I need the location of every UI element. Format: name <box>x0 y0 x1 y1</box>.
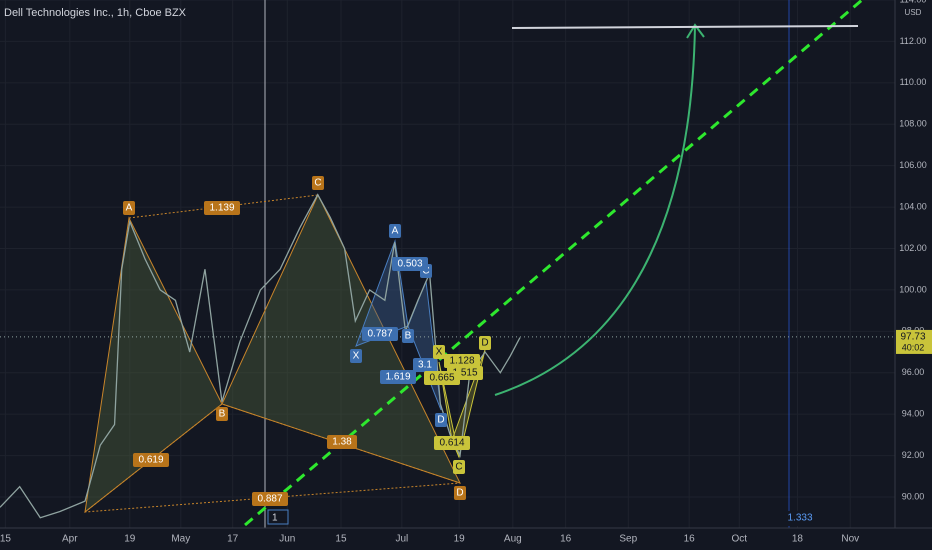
annotation-label: C <box>455 462 462 473</box>
x-tick-label: 16 <box>560 534 572 545</box>
annotation-box <box>434 436 470 450</box>
projection-curve <box>494 24 696 396</box>
projection-arrow <box>686 23 705 39</box>
x-tick-label: 19 <box>454 534 466 545</box>
annotation-box <box>312 176 324 190</box>
y-tick-label: 112.00 <box>900 36 927 46</box>
grid <box>0 0 895 528</box>
marker-label: 1 <box>272 513 278 524</box>
annotation-box <box>123 201 135 215</box>
annotation-box <box>413 358 437 372</box>
annotation-box <box>389 224 401 238</box>
annotation-label: A <box>392 226 399 237</box>
x-tick-label: Apr <box>62 534 78 545</box>
annotation-label: X <box>436 347 443 358</box>
x-tick-label: Sep <box>619 534 637 545</box>
annotation-label: D <box>481 338 488 349</box>
annotation-box <box>444 354 480 368</box>
y-tick-label: 104.00 <box>899 201 927 211</box>
annotation-box <box>453 460 465 474</box>
annotation-box <box>479 336 491 350</box>
chart-title: Dell Technologies Inc., 1h, Cboe BZX <box>4 7 187 19</box>
annotation-label: D <box>456 488 463 499</box>
annotation-label: 1.619 <box>385 372 410 383</box>
annotation-box <box>133 453 169 467</box>
annotation-box <box>216 407 228 421</box>
annotation-label: 1.515 <box>452 368 477 379</box>
target-line <box>511 25 859 29</box>
annotation-label: 0.503 <box>397 259 422 270</box>
x-tick-label: Oct <box>731 534 747 545</box>
price-line <box>0 193 521 519</box>
last-price-box <box>896 329 932 354</box>
annotation-label: B <box>405 331 412 342</box>
y-tick-label: 106.00 <box>899 160 927 170</box>
annotations: A C B D 1.139 0.619 1.38 0.887 A C X B D 0.503 0.787 1.… <box>123 176 491 506</box>
annotation-box <box>402 329 414 343</box>
annotation-box <box>380 370 416 384</box>
annotation-label: A <box>126 203 133 214</box>
y-tick-label: 96.00 <box>902 367 925 377</box>
annotation-label: 0.619 <box>138 455 163 466</box>
annotation-box <box>327 435 357 449</box>
y-tick-label: 102.00 <box>899 243 927 253</box>
annotation-label: 0.887 <box>257 494 282 505</box>
annotation-box <box>433 345 445 359</box>
annotation-label: B <box>219 409 226 420</box>
y-tick-label: 100.00 <box>899 284 927 294</box>
annotation-box <box>252 492 288 506</box>
annotation-label: 1.128 <box>449 356 474 367</box>
x-tick-label: 17 <box>227 534 239 545</box>
y-tick-label: 108.00 <box>899 119 927 129</box>
annotation-label: D <box>437 415 444 426</box>
countdown: 40:02 <box>902 342 925 352</box>
x-tick-label: Jul <box>395 534 408 545</box>
annotation-label: 0.787 <box>367 329 392 340</box>
x-tick-label: 15 <box>0 534 11 545</box>
annotation-label: 3.1 <box>418 360 432 371</box>
marker-box <box>267 509 289 525</box>
ratio-label: 1.333 <box>787 513 812 524</box>
x-tick-label: 15 <box>335 534 347 545</box>
x-tick-label: May <box>171 534 190 545</box>
annotation-box <box>424 371 460 385</box>
annotation-label: 1.139 <box>209 203 234 214</box>
x-tick-label: Aug <box>504 534 522 545</box>
x-tick-label: Jun <box>279 534 295 545</box>
x-tick-label: 18 <box>792 534 804 545</box>
annotation-label: 1.38 <box>332 437 352 448</box>
x-tick-label: 16 <box>684 534 696 545</box>
last-price-label: 97.73 <box>900 332 925 343</box>
plot <box>0 193 895 519</box>
x-tick-label: 19 <box>124 534 136 545</box>
y-tick-label: 110.00 <box>900 77 927 87</box>
y-tick-label: 94.00 <box>902 409 925 419</box>
annotation-box <box>350 349 362 363</box>
x-tick-label: Nov <box>841 534 859 545</box>
annotation-label: C <box>314 178 321 189</box>
ratio-box <box>783 511 813 526</box>
price-axis <box>895 0 932 550</box>
y-tick-label: 114.00 <box>900 0 927 4</box>
annotation-box <box>435 413 447 427</box>
annotation-box <box>204 201 240 215</box>
annotation-label: 0.665 <box>429 373 454 384</box>
annotation-box <box>454 486 466 500</box>
annotation-label: C <box>422 266 429 277</box>
y-tick-label: 92.00 <box>902 450 925 460</box>
annotation-box <box>392 257 428 271</box>
annotation-label: X <box>353 351 360 362</box>
currency: USD <box>905 8 922 17</box>
annotation-box <box>362 327 398 341</box>
y-tick-label: 90.00 <box>902 491 925 501</box>
annotation-label: 0.614 <box>439 438 464 449</box>
